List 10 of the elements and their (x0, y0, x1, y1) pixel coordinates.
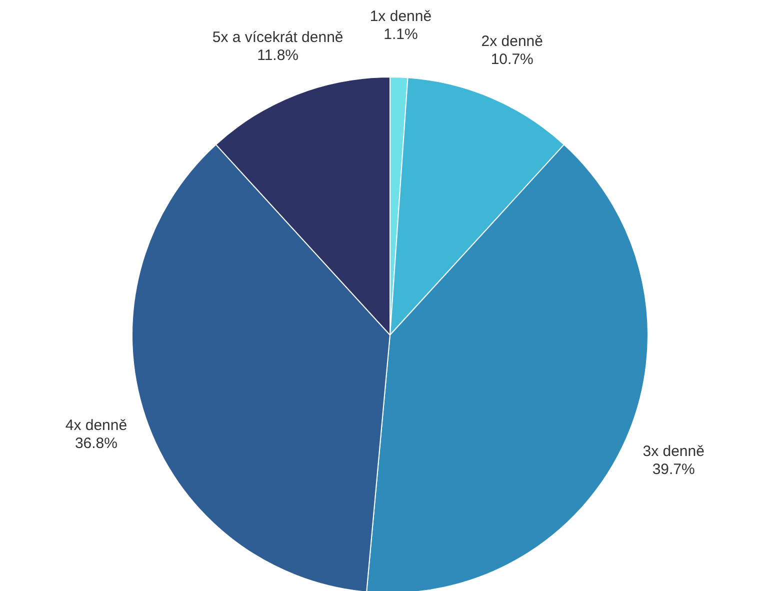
slice-label: 4x denně (65, 416, 128, 434)
slice-label: 3x denně (642, 443, 704, 460)
slice-label: 2x denně (481, 33, 543, 50)
data-label: 11.8% (257, 47, 299, 64)
slice-label: 5x a vícekrát denně (212, 29, 344, 46)
data-label: 10.7% (490, 51, 534, 68)
data-label: 1.1% (384, 26, 418, 44)
data-label: 39.7% (652, 461, 695, 478)
slice-label: 1x denně (370, 8, 432, 26)
data-label: 36.8% (74, 434, 118, 452)
